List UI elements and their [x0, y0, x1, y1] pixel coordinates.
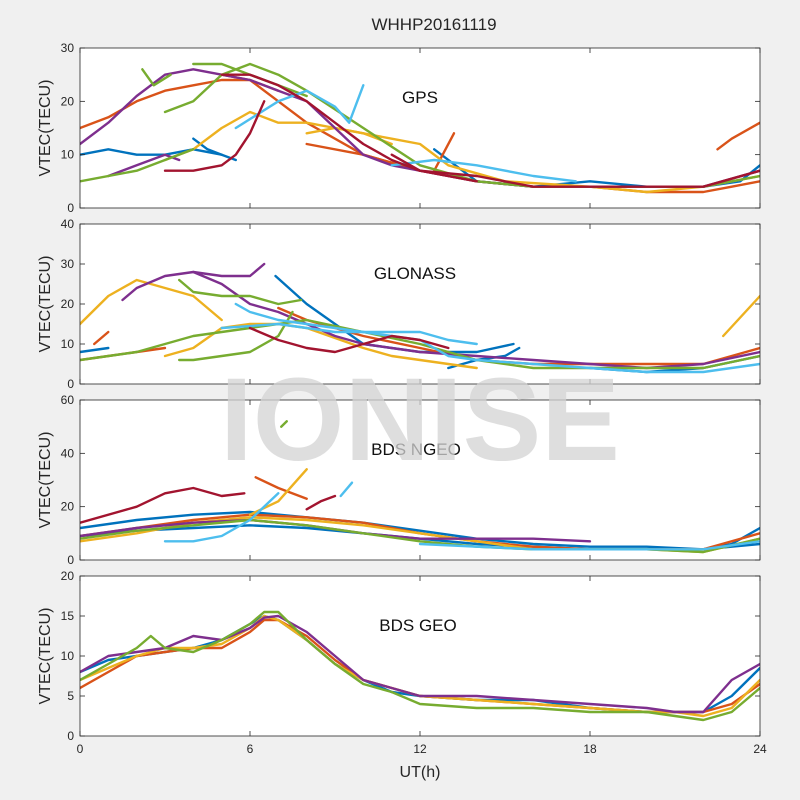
series-group [80, 610, 760, 722]
panel-glonass: 0 10 20 30 40 VTEC(TECU) GLONASS [37, 217, 761, 391]
y-tick-label: 0 [67, 377, 74, 391]
y-tick-label: 0 [67, 201, 74, 215]
y-tick-label: 0 [67, 553, 74, 567]
series-line [141, 68, 172, 87]
y-tick-label: 15 [61, 609, 75, 623]
y-axis-label: VTEC(TECU) [37, 256, 54, 353]
series-line [80, 486, 246, 524]
series-group [80, 62, 760, 194]
x-tick-label: 24 [753, 742, 767, 756]
series-line [234, 302, 478, 346]
panel-label: GPS [402, 88, 438, 107]
series-group [80, 420, 760, 554]
series-line [80, 318, 760, 370]
y-axis-label: VTEC(TECU) [37, 80, 54, 177]
series-line [163, 492, 280, 543]
panel-label: BDS GEO [379, 616, 456, 635]
x-tick-label: 18 [583, 742, 597, 756]
series-line [418, 540, 760, 551]
series-line [722, 294, 760, 338]
y-tick-label: 20 [61, 569, 75, 583]
y-tick-label: 20 [61, 297, 75, 311]
series-line [390, 158, 577, 183]
series-line [248, 326, 450, 354]
panel-gps: 0 10 20 30 VTEC(TECU) GPS [37, 41, 761, 215]
y-tick-label: 30 [61, 41, 75, 55]
series-line [80, 148, 195, 183]
series-line [280, 420, 288, 428]
y-tick-label: 40 [61, 217, 75, 231]
y-tick-label: 20 [61, 94, 75, 108]
plot-area [80, 48, 760, 208]
series-line [433, 132, 456, 172]
panel-label: GLONASS [374, 264, 456, 283]
y-axis-label: VTEC(TECU) [37, 432, 54, 529]
series-line [177, 310, 294, 362]
panel-bds-geo: 0 5 10 15 20 VTEC(TECU) BDS GEO [37, 569, 761, 743]
x-tick-label: 12 [413, 742, 427, 756]
series-line [163, 100, 266, 172]
panel-bds-ngeo: 0 20 40 60 VTEC(TECU) BDS NGEO [37, 393, 761, 567]
series-line [716, 121, 760, 151]
x-tick-label: 6 [247, 742, 254, 756]
series-line [80, 614, 760, 714]
series-line [234, 84, 365, 130]
y-tick-label: 10 [61, 148, 75, 162]
y-tick-label: 20 [61, 500, 75, 514]
x-axis-label: UT(h) [400, 764, 441, 781]
series-line [192, 137, 223, 156]
series-line [220, 73, 760, 188]
plot-area [80, 224, 760, 384]
series-line [390, 153, 478, 183]
series-line [254, 476, 308, 500]
series-line [220, 322, 760, 374]
y-axis-label: VTEC(TECU) [37, 608, 54, 705]
panel-label: BDS NGEO [371, 440, 461, 459]
series-line [305, 494, 337, 511]
series-line [80, 278, 223, 326]
series-line [92, 330, 110, 346]
series-group [80, 262, 760, 374]
plot-area [80, 576, 760, 736]
series-line [80, 346, 110, 354]
chart-title: WHHP20161119 [371, 15, 496, 34]
series-line [80, 610, 760, 722]
y-tick-label: 10 [61, 337, 75, 351]
y-tick-label: 10 [61, 649, 75, 663]
series-line [177, 278, 303, 306]
series-line [339, 481, 354, 498]
x-tick-label: 0 [77, 742, 84, 756]
y-tick-label: 0 [67, 729, 74, 743]
watermark: IONISE [220, 354, 620, 486]
y-tick-label: 5 [67, 689, 74, 703]
y-tick-label: 60 [61, 393, 75, 407]
series-line [80, 614, 760, 718]
y-tick-label: 30 [61, 257, 75, 271]
y-tick-label: 40 [61, 446, 75, 460]
